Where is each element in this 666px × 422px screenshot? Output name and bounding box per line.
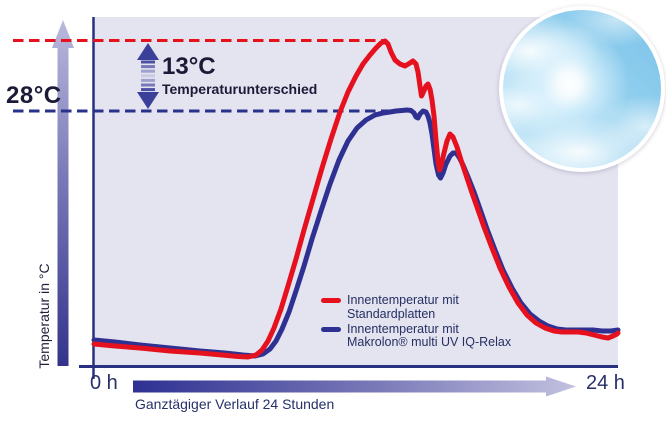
y-axis-gradient-arrow bbox=[52, 20, 74, 366]
x-axis-end-label: 24 h bbox=[586, 372, 625, 394]
label-temperaturunterschied: Temperaturunterschied bbox=[162, 81, 318, 97]
legend-label: Innentemperatur mit bbox=[347, 321, 459, 336]
legend-item-makrolon: Innentemperatur mit Makrolon® multi UV I… bbox=[321, 321, 512, 351]
curve-makrolon-panel bbox=[91, 107, 621, 359]
x-axis-gradient-arrow bbox=[133, 376, 576, 397]
label-28c: 28°C bbox=[6, 82, 62, 109]
legend-label: Makrolon® multi UV IQ-Relax bbox=[347, 335, 512, 350]
legend-marker-red bbox=[321, 298, 341, 303]
sun-sky-photo bbox=[499, 6, 665, 172]
legend-marker-blue bbox=[321, 326, 341, 332]
curve-standard-panel bbox=[91, 38, 621, 360]
x-axis-start-label: 0 h bbox=[90, 372, 118, 394]
label-13c: 13°C bbox=[162, 53, 216, 80]
legend-item-standard: Innentemperatur mit Standardplatten bbox=[321, 293, 511, 322]
temperature-difference-arrow-icon bbox=[137, 43, 159, 109]
y-axis-title: Temperatur in °C bbox=[36, 263, 52, 369]
x-axis-title: Ganztägiger Verlauf 24 Stunden bbox=[135, 396, 335, 412]
legend-label: Standardplatten bbox=[347, 306, 436, 321]
legend: Innentemperatur mit Standardplatten Inne… bbox=[321, 293, 512, 351]
legend-label: Innentemperatur mit bbox=[347, 293, 459, 307]
